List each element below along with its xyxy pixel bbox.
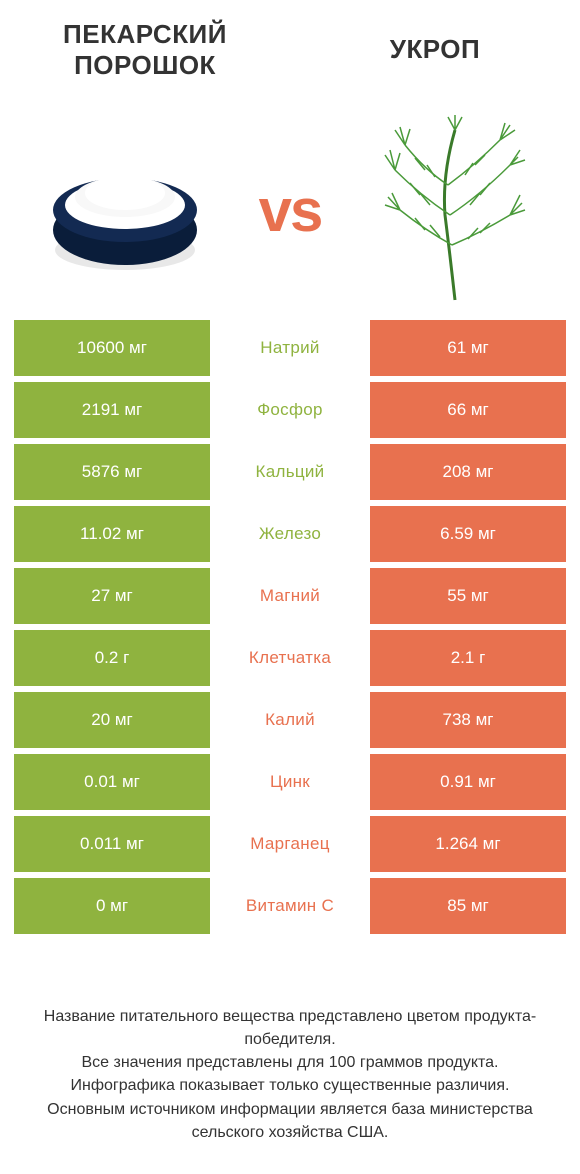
image-right bbox=[350, 115, 560, 305]
image-left bbox=[20, 135, 230, 285]
cell-right-value: 85 мг bbox=[370, 878, 566, 934]
images-row: vs bbox=[0, 100, 580, 320]
cell-left-value: 20 мг bbox=[14, 692, 210, 748]
vs-label: vs bbox=[230, 176, 350, 245]
table-row: 2191 мгФосфор66 мг bbox=[14, 382, 566, 438]
cell-nutrient-label: Магний bbox=[210, 568, 370, 624]
table-row: 27 мгМагний55 мг bbox=[14, 568, 566, 624]
cell-left-value: 10600 мг bbox=[14, 320, 210, 376]
cell-right-value: 738 мг bbox=[370, 692, 566, 748]
cell-right-value: 0.91 мг bbox=[370, 754, 566, 810]
cell-right-value: 61 мг bbox=[370, 320, 566, 376]
cell-left-value: 0.011 мг bbox=[14, 816, 210, 872]
dill-icon bbox=[370, 115, 540, 305]
cell-left-value: 27 мг bbox=[14, 568, 210, 624]
cell-nutrient-label: Натрий bbox=[210, 320, 370, 376]
cell-right-value: 66 мг bbox=[370, 382, 566, 438]
cell-nutrient-label: Витамин C bbox=[210, 878, 370, 934]
cell-left-value: 2191 мг bbox=[14, 382, 210, 438]
cell-nutrient-label: Железо bbox=[210, 506, 370, 562]
cell-left-value: 0 мг bbox=[14, 878, 210, 934]
cell-nutrient-label: Цинк bbox=[210, 754, 370, 810]
cell-nutrient-label: Фосфор bbox=[210, 382, 370, 438]
cell-right-value: 55 мг bbox=[370, 568, 566, 624]
cell-nutrient-label: Калий bbox=[210, 692, 370, 748]
cell-left-value: 5876 мг bbox=[14, 444, 210, 500]
bowl-powder-icon bbox=[40, 135, 210, 285]
table-row: 0.2 гКлетчатка2.1 г bbox=[14, 630, 566, 686]
cell-left-value: 0.01 мг bbox=[14, 754, 210, 810]
footer-line: Основным источником информации является … bbox=[24, 1098, 556, 1144]
footer-notes: Название питательного вещества представл… bbox=[0, 1005, 580, 1144]
cell-nutrient-label: Марганец bbox=[210, 816, 370, 872]
comparison-table: 10600 мгНатрий61 мг 2191 мгФосфор66 мг 587… bbox=[0, 320, 580, 934]
cell-left-value: 0.2 г bbox=[14, 630, 210, 686]
cell-right-value: 208 мг bbox=[370, 444, 566, 500]
table-row: 5876 мгКальций208 мг bbox=[14, 444, 566, 500]
title-right: УКРОП bbox=[290, 34, 580, 65]
cell-nutrient-label: Клетчатка bbox=[210, 630, 370, 686]
table-row: 0 мгВитамин C85 мг bbox=[14, 878, 566, 934]
cell-right-value: 1.264 мг bbox=[370, 816, 566, 872]
cell-left-value: 11.02 мг bbox=[14, 506, 210, 562]
table-row: 11.02 мгЖелезо6.59 мг bbox=[14, 506, 566, 562]
table-row: 10600 мгНатрий61 мг bbox=[14, 320, 566, 376]
table-row: 20 мгКалий738 мг bbox=[14, 692, 566, 748]
cell-right-value: 2.1 г bbox=[370, 630, 566, 686]
header: ПЕКАРСКИЙ ПОРОШОК УКРОП bbox=[0, 0, 580, 100]
table-row: 0.011 мгМарганец1.264 мг bbox=[14, 816, 566, 872]
table-row: 0.01 мгЦинк0.91 мг bbox=[14, 754, 566, 810]
cell-right-value: 6.59 мг bbox=[370, 506, 566, 562]
footer-line: Название питательного вещества представл… bbox=[24, 1005, 556, 1051]
footer-line: Инфографика показывает только существенн… bbox=[24, 1074, 556, 1097]
footer-line: Все значения представлены для 100 граммо… bbox=[24, 1051, 556, 1074]
title-left: ПЕКАРСКИЙ ПОРОШОК bbox=[0, 19, 290, 81]
cell-nutrient-label: Кальций bbox=[210, 444, 370, 500]
